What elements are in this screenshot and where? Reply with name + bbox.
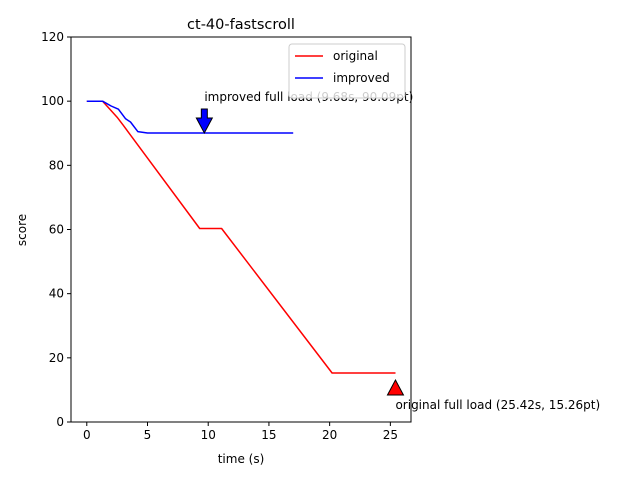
y-tick-label: 0	[56, 415, 64, 429]
legend-box	[288, 43, 406, 99]
legend-label-original: original	[333, 49, 378, 63]
y-tick-label: 80	[49, 158, 64, 172]
annotation-arrow-original	[386, 378, 405, 396]
y-tick-label: 120	[41, 30, 64, 44]
x-axis-label: time (s)	[218, 452, 265, 466]
plot-lines	[86, 100, 396, 374]
y-tick-label: 20	[49, 351, 64, 365]
x-tick-label: 5	[144, 428, 152, 442]
x-tick-label: 20	[322, 428, 337, 442]
y-axis-label: score	[15, 214, 29, 246]
y-axis-ticks: 0 20 40 60 80 100 120	[41, 30, 71, 429]
legend-label-improved: improved	[333, 71, 390, 85]
y-tick-label: 100	[41, 94, 64, 108]
annotation-arrow-improved	[195, 108, 214, 135]
series-line-original	[86, 100, 396, 374]
legend: original improved	[288, 43, 406, 99]
y-tick-label: 40	[49, 287, 64, 301]
series-line-improved	[86, 100, 294, 134]
x-tick-label: 15	[261, 428, 276, 442]
annotation-label-original: original full load (25.42s, 15.26pt)	[395, 398, 600, 412]
chart-title: ct-40-fastscroll	[187, 17, 295, 33]
x-tick-label: 10	[201, 428, 216, 442]
x-axis-ticks: 0 5 10 15 20 25	[83, 422, 398, 442]
y-tick-label: 60	[49, 223, 64, 237]
x-tick-label: 25	[383, 428, 398, 442]
x-tick-label: 0	[83, 428, 91, 442]
